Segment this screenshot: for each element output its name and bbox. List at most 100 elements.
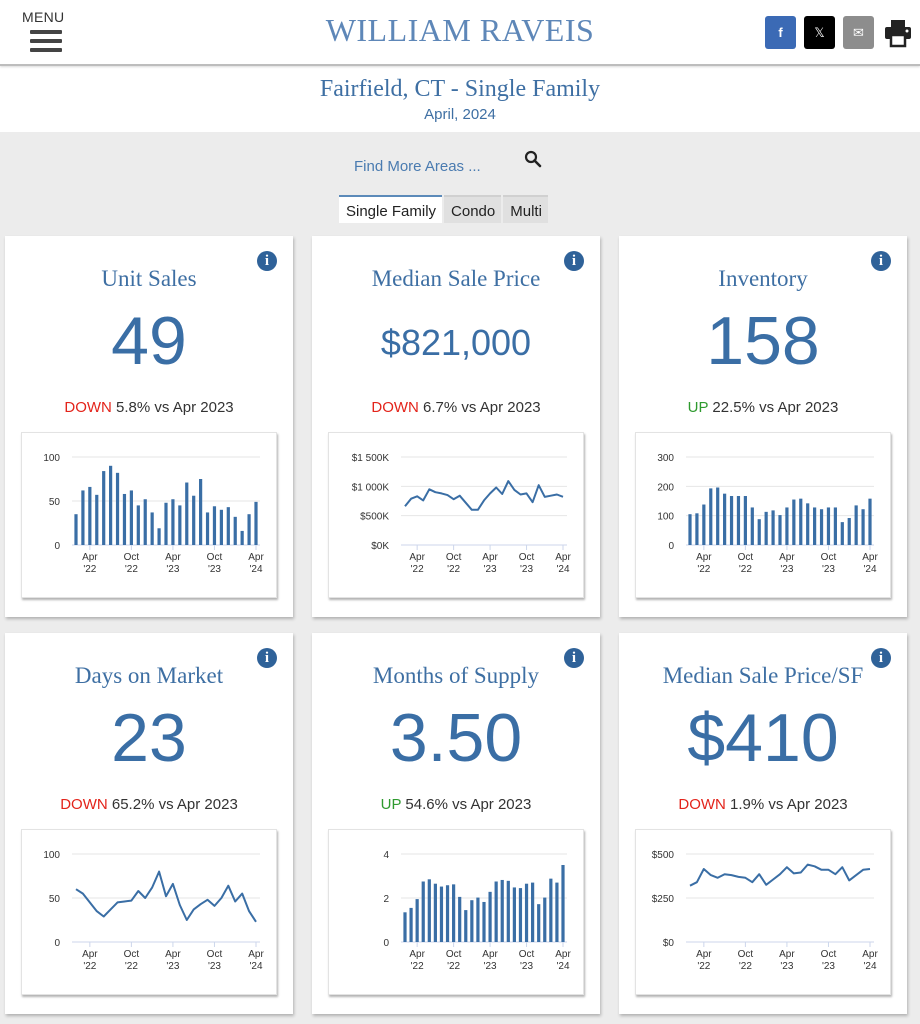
data-point[interactable] xyxy=(806,863,810,867)
bar[interactable] xyxy=(122,493,127,545)
data-point[interactable] xyxy=(88,900,92,904)
data-point[interactable] xyxy=(820,868,824,872)
bar[interactable] xyxy=(771,510,775,545)
data-point[interactable] xyxy=(464,501,468,505)
bar[interactable] xyxy=(518,888,523,942)
bar[interactable] xyxy=(695,513,699,545)
data-point[interactable] xyxy=(854,873,858,877)
data-point[interactable] xyxy=(561,495,565,499)
bar[interactable] xyxy=(861,509,865,545)
facebook-share-button[interactable]: f xyxy=(765,16,796,49)
data-point[interactable] xyxy=(716,876,720,880)
bar[interactable] xyxy=(785,507,789,545)
bar[interactable] xyxy=(143,499,147,545)
bar[interactable] xyxy=(723,493,727,545)
bar[interactable] xyxy=(129,490,133,545)
data-point[interactable] xyxy=(868,867,872,871)
bar[interactable] xyxy=(464,910,468,942)
data-point[interactable] xyxy=(233,900,237,904)
bar[interactable] xyxy=(171,499,175,545)
bar[interactable] xyxy=(716,487,720,545)
data-point[interactable] xyxy=(494,486,498,490)
bar[interactable] xyxy=(488,891,492,942)
data-point[interactable] xyxy=(219,896,223,900)
data-point[interactable] xyxy=(74,887,78,891)
data-point[interactable] xyxy=(452,497,456,501)
bar[interactable] xyxy=(233,516,237,545)
data-point[interactable] xyxy=(433,490,437,494)
data-point[interactable] xyxy=(95,909,99,913)
data-point[interactable] xyxy=(771,878,775,882)
bar[interactable] xyxy=(549,878,553,942)
data-point[interactable] xyxy=(861,868,865,872)
bar[interactable] xyxy=(854,505,858,545)
data-point[interactable] xyxy=(549,494,553,498)
data-point[interactable] xyxy=(688,884,692,888)
data-point[interactable] xyxy=(785,865,789,869)
data-point[interactable] xyxy=(240,892,244,896)
bar[interactable] xyxy=(750,507,754,545)
tab-multi[interactable]: Multi xyxy=(503,195,548,223)
bar[interactable] xyxy=(164,502,168,545)
data-point[interactable] xyxy=(736,875,740,879)
bar[interactable] xyxy=(868,498,872,545)
info-icon[interactable]: i xyxy=(564,648,584,668)
bar[interactable] xyxy=(826,507,831,545)
bar[interactable] xyxy=(555,882,559,942)
data-point[interactable] xyxy=(537,483,541,487)
data-point[interactable] xyxy=(730,873,734,877)
data-point[interactable] xyxy=(555,493,559,497)
data-point[interactable] xyxy=(122,900,126,904)
bar[interactable] xyxy=(240,530,244,545)
data-point[interactable] xyxy=(840,865,844,869)
data-point[interactable] xyxy=(826,868,830,872)
bar[interactable] xyxy=(439,886,444,942)
bar[interactable] xyxy=(840,522,844,545)
bar[interactable] xyxy=(199,479,203,545)
data-point[interactable] xyxy=(206,898,210,902)
tab-single-family[interactable]: Single Family xyxy=(339,195,443,223)
bar[interactable] xyxy=(847,518,851,545)
bar[interactable] xyxy=(403,912,407,942)
bar[interactable] xyxy=(482,901,486,942)
bar[interactable] xyxy=(799,498,803,545)
data-point[interactable] xyxy=(136,889,140,893)
bar[interactable] xyxy=(500,879,504,942)
data-point[interactable] xyxy=(212,904,216,908)
bar[interactable] xyxy=(709,488,713,545)
data-point[interactable] xyxy=(702,867,706,871)
bar[interactable] xyxy=(470,900,474,942)
bar[interactable] xyxy=(512,887,516,942)
bar[interactable] xyxy=(778,515,782,545)
tab-condo[interactable]: Condo xyxy=(444,195,502,223)
data-point[interactable] xyxy=(750,880,754,884)
bar[interactable] xyxy=(764,511,768,545)
data-point[interactable] xyxy=(799,870,803,874)
bar[interactable] xyxy=(427,879,431,942)
bar[interactable] xyxy=(743,496,747,545)
bar[interactable] xyxy=(688,514,692,545)
bar[interactable] xyxy=(506,880,510,942)
data-point[interactable] xyxy=(164,894,168,898)
data-point[interactable] xyxy=(506,479,510,483)
bar[interactable] xyxy=(561,865,565,942)
bar[interactable] xyxy=(205,512,210,545)
bar[interactable] xyxy=(458,896,462,942)
data-point[interactable] xyxy=(525,491,529,495)
bar[interactable] xyxy=(702,504,706,545)
bar[interactable] xyxy=(757,519,761,545)
data-point[interactable] xyxy=(470,508,474,512)
data-point[interactable] xyxy=(458,494,462,498)
data-point[interactable] xyxy=(500,492,504,496)
bar[interactable] xyxy=(136,505,140,545)
data-point[interactable] xyxy=(254,920,258,924)
bar[interactable] xyxy=(226,507,230,545)
data-point[interactable] xyxy=(778,872,782,876)
data-point[interactable] xyxy=(109,907,113,911)
bar[interactable] xyxy=(524,883,529,942)
bar[interactable] xyxy=(88,486,92,545)
bar[interactable] xyxy=(254,501,258,545)
bar[interactable] xyxy=(247,514,251,545)
data-point[interactable] xyxy=(102,914,106,918)
bar[interactable] xyxy=(531,882,535,942)
